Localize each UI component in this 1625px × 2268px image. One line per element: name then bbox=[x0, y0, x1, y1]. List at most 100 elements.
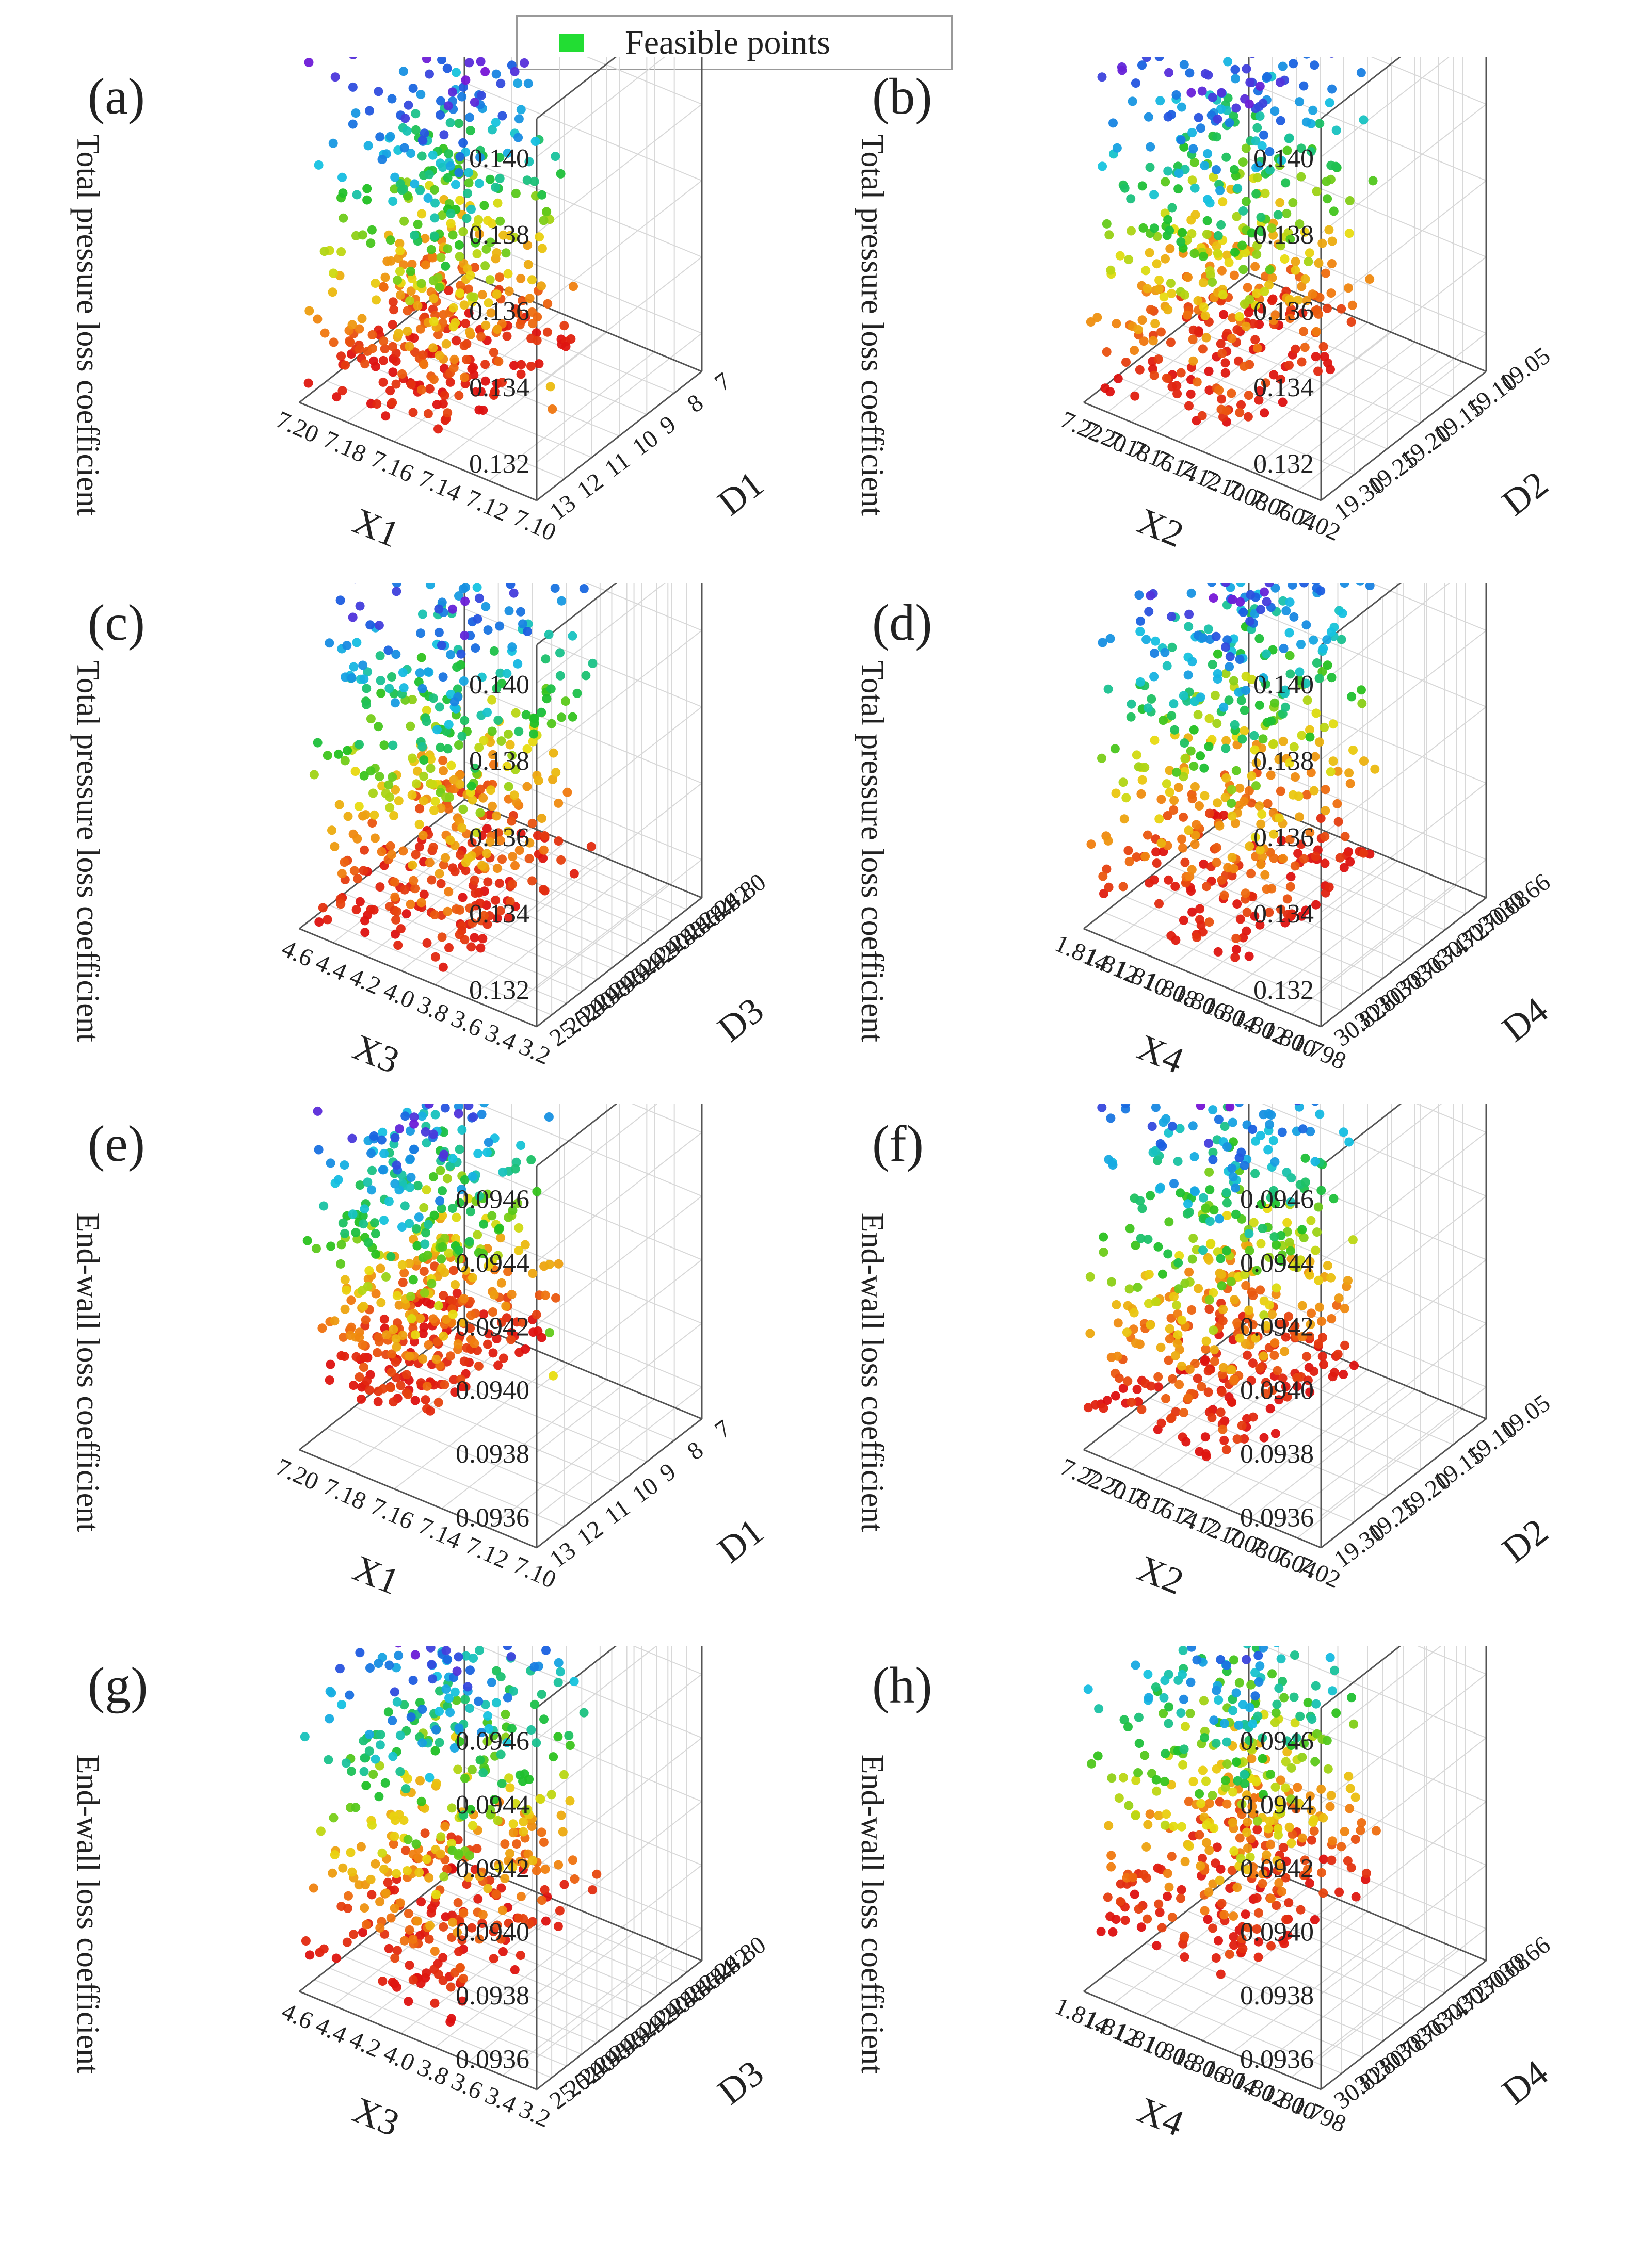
scatter-point bbox=[435, 1707, 444, 1716]
z-tick-label: 0.140 bbox=[1253, 670, 1314, 700]
scatter-point bbox=[1256, 1239, 1266, 1249]
scatter-point bbox=[1274, 1395, 1284, 1405]
scatter-point bbox=[1330, 1665, 1340, 1675]
scatter-point bbox=[1103, 836, 1113, 846]
scatter-point bbox=[375, 882, 385, 892]
scatter-point bbox=[1136, 1922, 1146, 1932]
scatter-point bbox=[404, 1908, 413, 1918]
scatter-point bbox=[1216, 339, 1226, 349]
scatter-point bbox=[513, 308, 523, 318]
scatter-point bbox=[361, 1315, 371, 1325]
scatter-point bbox=[1178, 1760, 1188, 1770]
scatter-point bbox=[1252, 1924, 1262, 1934]
scatter-point bbox=[1248, 1320, 1258, 1330]
gridline bbox=[536, 1928, 702, 2059]
scatter-point bbox=[423, 1250, 432, 1260]
scatter-point bbox=[495, 668, 505, 678]
scatter-point bbox=[1254, 634, 1264, 643]
scatter-point bbox=[1189, 762, 1199, 771]
scatter-point bbox=[1339, 863, 1349, 872]
scatter-point bbox=[1212, 843, 1221, 852]
scatter-point bbox=[425, 384, 435, 394]
scatter-point bbox=[554, 1259, 564, 1269]
scatter-point bbox=[1204, 1139, 1214, 1148]
scatter-point bbox=[1232, 899, 1242, 909]
scatter-point bbox=[1144, 112, 1153, 122]
scatter-point bbox=[1157, 1269, 1167, 1279]
scatter-point bbox=[1107, 1277, 1116, 1287]
panel-label: (c) bbox=[88, 594, 145, 651]
scatter-point bbox=[1151, 1682, 1161, 1692]
scatter-point bbox=[422, 938, 432, 948]
scatter-point bbox=[443, 244, 453, 254]
scatter-point bbox=[474, 229, 484, 239]
scatter-point bbox=[539, 216, 549, 225]
gridline bbox=[1166, 1926, 1404, 2026]
scatter-point bbox=[1216, 104, 1226, 114]
scatter-point bbox=[1103, 1892, 1113, 1902]
scatter-point bbox=[1217, 1899, 1227, 1908]
z-axis-title: Total pressure loss coefficient bbox=[70, 134, 105, 516]
scatter-point bbox=[449, 354, 459, 364]
x-tick-label: 7.18 bbox=[319, 426, 370, 468]
scatter-point bbox=[438, 1211, 447, 1221]
gridline bbox=[502, 883, 668, 1013]
scatter-point bbox=[1212, 1842, 1222, 1852]
scatter-point bbox=[1185, 1365, 1195, 1374]
scatter-point bbox=[508, 1828, 518, 1838]
scatter-point bbox=[491, 1698, 501, 1708]
scatter-point bbox=[440, 1822, 450, 1832]
scatter-point bbox=[1241, 248, 1250, 257]
scatter-point bbox=[463, 853, 473, 863]
scatter-point bbox=[390, 1832, 399, 1841]
scatter-point bbox=[1309, 786, 1319, 796]
scatter-point bbox=[1179, 915, 1188, 925]
scatter-point bbox=[369, 905, 379, 915]
scatter-point bbox=[1106, 1851, 1116, 1860]
scatter-point bbox=[1315, 1302, 1324, 1312]
scatter-point bbox=[478, 1768, 488, 1777]
scatter-point bbox=[1193, 296, 1203, 305]
scatter-point bbox=[1257, 1200, 1266, 1209]
scatter-point bbox=[367, 1165, 377, 1175]
scatter-point bbox=[1215, 1875, 1225, 1885]
scatter-point bbox=[457, 823, 467, 833]
scatter-point bbox=[1344, 768, 1354, 778]
scatter-point bbox=[1213, 248, 1222, 258]
gridline bbox=[464, 1161, 702, 1260]
scatter-point bbox=[454, 1947, 463, 1956]
scatter-point bbox=[455, 905, 465, 915]
scatter-point bbox=[1248, 1808, 1258, 1818]
scatter-point bbox=[460, 372, 469, 382]
scatter-point bbox=[454, 1723, 464, 1733]
scatter-point bbox=[555, 1906, 565, 1916]
scatter-point bbox=[1137, 1204, 1147, 1213]
scatter-point bbox=[1220, 368, 1230, 378]
scatter-point bbox=[1252, 240, 1262, 250]
scatter-point bbox=[1184, 609, 1194, 619]
z-tick-label: 0.0944 bbox=[1240, 1790, 1314, 1820]
scatter-point bbox=[1227, 1398, 1237, 1407]
scatter-point bbox=[1258, 1790, 1268, 1800]
scatter-point bbox=[480, 1699, 490, 1709]
scatter-point bbox=[496, 736, 506, 746]
scatter-point bbox=[554, 836, 564, 846]
scatter-point bbox=[1140, 1751, 1150, 1760]
panel-label: (h) bbox=[872, 1657, 932, 1714]
y-tick-label: 12 bbox=[572, 1515, 608, 1551]
scatter-point bbox=[536, 1794, 545, 1804]
scatter-point bbox=[1148, 336, 1158, 346]
scatter-point bbox=[1266, 1110, 1276, 1120]
scatter-point bbox=[495, 879, 504, 888]
scatter-point bbox=[424, 1873, 434, 1883]
scatter-point bbox=[1269, 1232, 1279, 1242]
gridline bbox=[1149, 1398, 1388, 1497]
scatter-point bbox=[438, 399, 448, 409]
scatter-point bbox=[1258, 1754, 1267, 1763]
scatter-point bbox=[1320, 722, 1329, 732]
scatter-point bbox=[488, 750, 498, 759]
scatter-point bbox=[455, 1198, 464, 1208]
scatter-point bbox=[360, 928, 370, 937]
z-tick-label: 0.0944 bbox=[1240, 1249, 1314, 1278]
z-axis-title: End-wall loss coefficient bbox=[855, 1755, 890, 2074]
